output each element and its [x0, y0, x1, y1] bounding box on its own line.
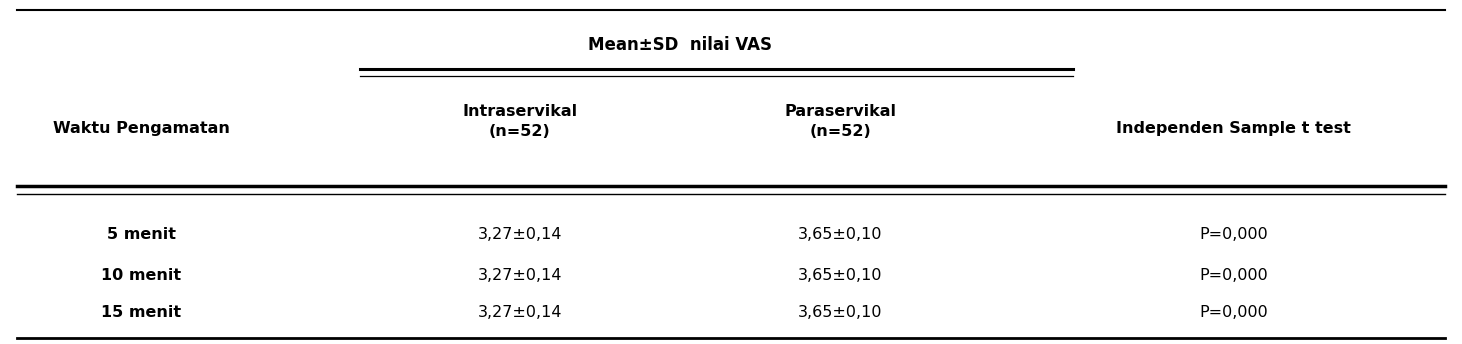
Text: Intraservikal
(n=52): Intraservikal (n=52): [462, 104, 577, 139]
Text: 3,27±0,14: 3,27±0,14: [478, 305, 561, 320]
Text: 3,65±0,10: 3,65±0,10: [798, 227, 883, 242]
Text: 3,27±0,14: 3,27±0,14: [478, 268, 561, 283]
Text: 3,65±0,10: 3,65±0,10: [798, 305, 883, 320]
Text: 3,65±0,10: 3,65±0,10: [798, 268, 883, 283]
Text: Paraservikal
(n=52): Paraservikal (n=52): [784, 104, 896, 139]
Text: 10 menit: 10 menit: [101, 268, 181, 283]
Text: P=0,000: P=0,000: [1199, 268, 1268, 283]
Text: P=0,000: P=0,000: [1199, 227, 1268, 242]
Text: 5 menit: 5 menit: [107, 227, 175, 242]
Text: Mean±SD  nilai VAS: Mean±SD nilai VAS: [588, 36, 772, 54]
Text: 15 menit: 15 menit: [101, 305, 181, 320]
Text: Independen Sample t test: Independen Sample t test: [1116, 120, 1351, 136]
Text: P=0,000: P=0,000: [1199, 305, 1268, 320]
Text: Waktu Pengamatan: Waktu Pengamatan: [53, 120, 230, 136]
Text: 3,27±0,14: 3,27±0,14: [478, 227, 561, 242]
